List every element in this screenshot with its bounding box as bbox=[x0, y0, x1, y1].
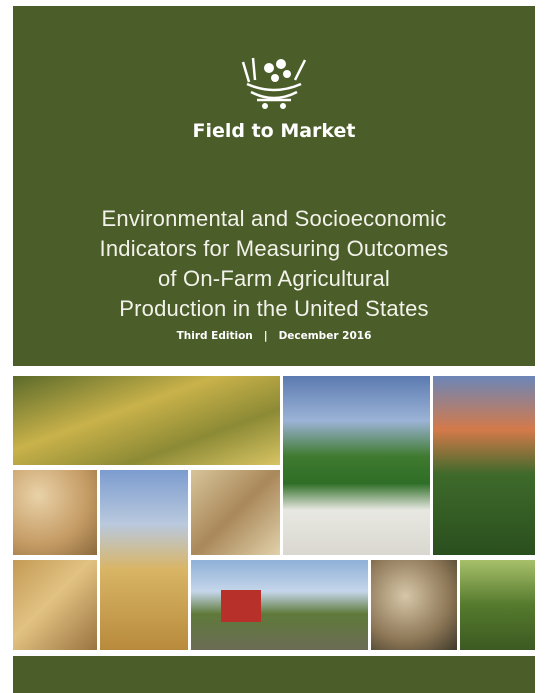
truck bbox=[221, 590, 261, 622]
title-line: Indicators for Measuring Outcomes bbox=[13, 236, 535, 262]
photo-wheat bbox=[100, 470, 188, 650]
photo-soy bbox=[13, 560, 97, 650]
photo-peanuts bbox=[371, 560, 457, 650]
bottom-strip bbox=[13, 656, 535, 693]
page: Field to Market Environmental and Socioe… bbox=[0, 0, 547, 693]
title-line: Environmental and Socioeconomic bbox=[13, 206, 535, 232]
photo-potatoes bbox=[13, 470, 97, 555]
brand-name: Field to Market bbox=[13, 120, 535, 142]
cover-panel: Field to Market Environmental and Socioe… bbox=[13, 6, 535, 366]
photo-cotton bbox=[283, 376, 430, 555]
edition-line: Third Edition | December 2016 bbox=[13, 330, 535, 342]
photo-corn bbox=[433, 376, 535, 555]
title-line: of On-Farm Agricultural bbox=[13, 266, 535, 292]
photo-harvest bbox=[191, 560, 368, 650]
separator: | bbox=[256, 330, 274, 342]
photo-straw bbox=[191, 470, 280, 555]
photo-rice bbox=[13, 376, 280, 465]
photo-beans bbox=[460, 560, 535, 650]
date: December 2016 bbox=[279, 330, 372, 342]
title-line: Production in the United States bbox=[13, 296, 535, 322]
logo bbox=[239, 54, 309, 112]
edition: Third Edition bbox=[177, 330, 253, 342]
